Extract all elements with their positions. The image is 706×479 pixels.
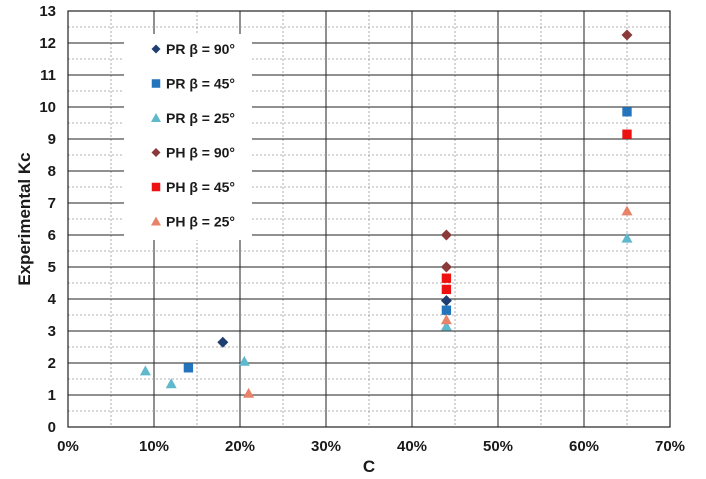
x-tick-label: 40% [397, 438, 427, 455]
data-point [183, 363, 194, 373]
data-point [217, 336, 229, 348]
y-tick-label: 4 [48, 291, 57, 308]
data-point [440, 229, 452, 241]
legend-label: PH β = 45° [166, 179, 235, 195]
y-tick-label: 8 [48, 163, 56, 180]
legend-item: PR β = 90° [151, 41, 235, 57]
y-tick-label: 12 [39, 35, 56, 52]
x-tick-label: 70% [655, 438, 685, 455]
data-point [621, 205, 633, 216]
data-point [622, 107, 632, 117]
y-tick-label: 10 [39, 99, 56, 116]
legend-item: PH β = 45° [151, 179, 235, 195]
x-tick-label: 0% [57, 438, 79, 455]
legend-marker [151, 148, 161, 157]
legend-marker [151, 113, 161, 122]
data-points [139, 29, 633, 398]
y-tick-label: 1 [48, 387, 56, 404]
y-tick-label: 2 [48, 355, 56, 372]
legend-label: PR β = 90° [166, 41, 235, 57]
y-tick-label: 6 [48, 227, 56, 244]
data-point [622, 129, 632, 139]
data-point [440, 295, 452, 307]
legend-label: PH β = 90° [166, 145, 235, 161]
data-point [440, 314, 452, 325]
y-tick-label: 0 [48, 419, 56, 436]
legend-item: PR β = 45° [151, 76, 235, 92]
x-tick-label: 50% [483, 438, 513, 455]
data-point [440, 261, 452, 273]
legend-marker [151, 216, 161, 226]
y-tick-label: 13 [39, 3, 56, 20]
x-tick-label: 20% [225, 438, 255, 455]
x-tick-label: 10% [139, 438, 169, 455]
data-point [441, 284, 452, 295]
y-axis-title: Experimental Kc [15, 152, 34, 285]
legend-item: PH β = 25° [151, 214, 235, 230]
data-point [440, 320, 452, 331]
axes [67, 10, 671, 428]
y-tick-label: 5 [48, 259, 56, 276]
legend: PR β = 90° PR β = 45° PR β = 25° PH β = 90°… [124, 34, 252, 240]
plot-frame [67, 10, 671, 428]
legend-label: PR β = 45° [166, 76, 235, 92]
legend-item: PR β = 25° [151, 110, 235, 126]
data-point [243, 387, 255, 398]
data-point [621, 29, 633, 41]
legend-marker [151, 44, 161, 54]
data-point [238, 355, 250, 366]
legend-label: PR β = 25° [166, 110, 235, 126]
legend-item: PH β = 90° [151, 145, 235, 161]
data-point [441, 273, 452, 283]
data-point [621, 232, 633, 243]
data-point [139, 365, 151, 376]
y-tick-label: 9 [48, 131, 56, 148]
data-point [441, 305, 452, 315]
y-tick-label: 3 [48, 323, 56, 340]
x-axis-title: C [363, 457, 375, 476]
legend-marker [151, 182, 161, 192]
x-tick-label: 30% [311, 438, 341, 455]
legend-marker [151, 79, 161, 88]
x-tick-label: 60% [569, 438, 599, 455]
legend-label: PH β = 25° [166, 214, 235, 230]
legend-box [124, 34, 252, 240]
tick-labels: 0% 10% 20% 30% 40% 50% 60% 70%01234567891011121… [39, 3, 685, 455]
y-tick-label: 7 [48, 195, 56, 212]
y-tick-label: 11 [40, 67, 56, 84]
data-point [165, 378, 177, 389]
